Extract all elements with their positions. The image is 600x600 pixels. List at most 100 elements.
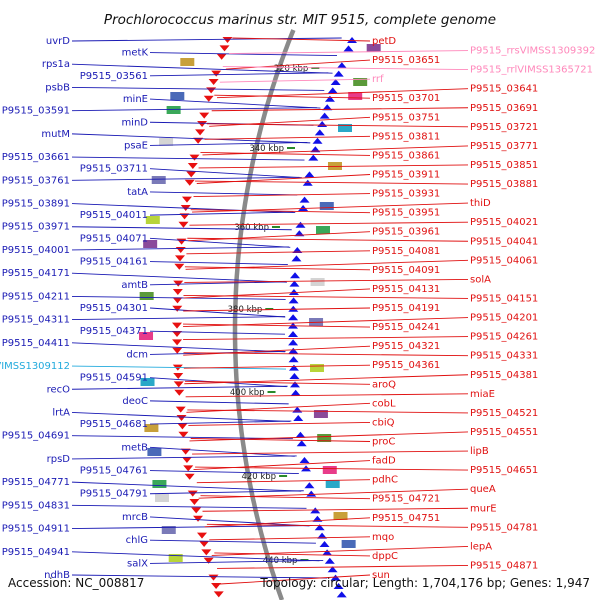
gene-label[interactable]: miaE (470, 389, 495, 400)
gene-label[interactable]: P9515_04061 (470, 255, 538, 266)
gene-label[interactable]: P9515_04161 (80, 257, 148, 268)
gene-label[interactable]: lrtA (52, 407, 70, 418)
gene-label[interactable]: P9515_04131 (372, 284, 440, 295)
gene-label[interactable]: P9515_03851 (470, 160, 538, 171)
gene-label[interactable]: P9515_04751 (372, 513, 440, 524)
gene-label[interactable]: P9515_04071 (80, 233, 148, 244)
gene-label[interactable]: P9515_04651 (470, 465, 538, 476)
gene-label[interactable]: P9515_04201 (470, 313, 538, 324)
gene-label[interactable]: murE (470, 503, 497, 514)
gene-label[interactable]: minD (121, 117, 148, 128)
gene-label[interactable]: cobL (372, 398, 396, 409)
gene-label[interactable]: P9515_04301 (80, 303, 148, 314)
gene-label[interactable]: P9515_04191 (372, 303, 440, 314)
gene-label[interactable]: mutM (41, 129, 70, 140)
gene-label[interactable]: P9515_03661 (2, 152, 70, 163)
gene-label[interactable]: P9515_04551 (470, 427, 538, 438)
gene-label[interactable]: P9515_03691 (470, 103, 538, 114)
gene-label[interactable]: mqo (372, 532, 394, 543)
gene-label[interactable]: queA (470, 484, 496, 495)
gene-label[interactable]: P9515_03971 (2, 222, 70, 233)
gene-label[interactable]: P9515_04691 (2, 431, 70, 442)
gene-label[interactable]: P9515_04411 (2, 338, 70, 349)
gene-label[interactable]: chlG (126, 535, 148, 546)
gene-label[interactable]: mrcB (122, 512, 148, 523)
gene-label[interactable]: rpsD (47, 454, 71, 465)
gene-label[interactable]: P9515_04091 (372, 265, 440, 276)
gene-label[interactable]: lepA (470, 541, 492, 552)
gene-label[interactable]: solA (470, 274, 491, 285)
gene-label[interactable]: P9515_03761 (2, 175, 70, 186)
gene-label[interactable]: tatA (127, 187, 148, 198)
gene-label[interactable]: pdhC (372, 475, 398, 486)
gene-label[interactable]: uvrD (46, 36, 70, 47)
gene-label[interactable]: petD (372, 36, 396, 47)
gene-label[interactable]: P9515_03911 (372, 170, 440, 181)
gene-label[interactable]: P9515_03591 (2, 106, 70, 117)
gene-label[interactable]: P9515_04021 (470, 217, 538, 228)
gene-label[interactable]: P9515_03861 (372, 150, 440, 161)
gene-label[interactable]: P9515_04361 (372, 360, 440, 371)
gene-label[interactable]: rrf (372, 74, 384, 85)
gene-label[interactable]: P9515_04941 (2, 547, 70, 558)
gene-label[interactable]: psaE (124, 140, 148, 151)
gene-label[interactable]: P9515_tRNATyrVIMSS1309112 (0, 361, 70, 372)
gene-label[interactable]: P9515_rrlVIMSS1365721 (470, 65, 593, 76)
gene-label[interactable]: P9515_04521 (470, 408, 538, 419)
gene-label[interactable]: P9515_04081 (372, 246, 440, 257)
gene-label[interactable]: P9515_04211 (2, 291, 70, 302)
gene-label[interactable]: P9515_03951 (372, 208, 440, 219)
gene-label[interactable]: P9515_04771 (2, 477, 70, 488)
gene-label[interactable]: amtB (121, 280, 148, 291)
gene-label[interactable]: P9515_03711 (80, 164, 148, 175)
gene-label[interactable]: P9515_03701 (372, 93, 440, 104)
gene-label[interactable]: P9515_04171 (2, 268, 70, 279)
gene-label[interactable]: salX (127, 558, 148, 569)
gene-label[interactable]: metB (121, 442, 148, 453)
gene-label[interactable]: P9515_04321 (372, 341, 440, 352)
gene-label[interactable]: fadD (372, 456, 396, 467)
gene-label[interactable]: P9515_04151 (470, 293, 538, 304)
gene-label[interactable]: P9515_03751 (372, 112, 440, 123)
gene-label[interactable]: metK (122, 48, 149, 59)
gene-label[interactable]: P9515_04721 (372, 494, 440, 505)
gene-label[interactable]: dppC (372, 551, 398, 562)
gene-label[interactable]: P9515_04591 (80, 373, 148, 384)
gene-label[interactable]: ndhB (44, 570, 70, 581)
gene-label[interactable]: rps1a (42, 59, 70, 70)
gene-label[interactable]: P9515_04681 (80, 419, 148, 430)
gene-label[interactable]: P9515_03961 (372, 227, 440, 238)
gene-label[interactable]: P9515_04831 (2, 500, 70, 511)
gene-label[interactable]: cbiQ (372, 417, 395, 428)
gene-label[interactable]: P9515_03651 (372, 55, 440, 66)
gene-label[interactable]: P9515_03721 (470, 122, 538, 133)
gene-label[interactable]: P9515_04371 (80, 326, 148, 337)
gene-label[interactable]: dcm (126, 349, 148, 360)
gene-label[interactable]: proC (372, 437, 395, 448)
gene-label[interactable]: recO (47, 384, 71, 395)
gene-label[interactable]: P9515_04261 (470, 332, 538, 343)
gene-label[interactable]: P9515_04311 (2, 315, 70, 326)
gene-label[interactable]: P9515_04911 (2, 524, 70, 535)
gene-label[interactable]: P9515_03931 (372, 189, 440, 200)
gene-label[interactable]: thiD (470, 198, 491, 209)
gene-label[interactable]: P9515_04241 (372, 322, 440, 333)
gene-label[interactable]: P9515_04041 (470, 236, 538, 247)
gene-label[interactable]: P9515_04001 (2, 245, 70, 256)
gene-label[interactable]: aroQ (372, 379, 396, 390)
gene-label[interactable]: P9515_04761 (80, 466, 148, 477)
gene-label[interactable]: P9515_03891 (2, 199, 70, 210)
gene-label[interactable]: minE (123, 94, 148, 105)
gene-label[interactable]: P9515_04011 (80, 210, 148, 221)
gene-label[interactable]: sun (372, 570, 390, 581)
gene-label[interactable]: P9515_03881 (470, 179, 538, 190)
gene-label[interactable]: psbB (45, 82, 70, 93)
gene-label[interactable]: P9515_03811 (372, 131, 440, 142)
gene-label[interactable]: P9515_04871 (470, 560, 538, 571)
gene-label[interactable]: P9515_03641 (470, 84, 538, 95)
gene-label[interactable]: P9515_rrsVIMSS1309392 (470, 46, 595, 57)
gene-label[interactable]: lipB (470, 446, 489, 457)
gene-label[interactable]: P9515_04781 (470, 522, 538, 533)
gene-label[interactable]: P9515_04381 (470, 370, 538, 381)
gene-label[interactable]: P9515_04791 (80, 489, 148, 500)
